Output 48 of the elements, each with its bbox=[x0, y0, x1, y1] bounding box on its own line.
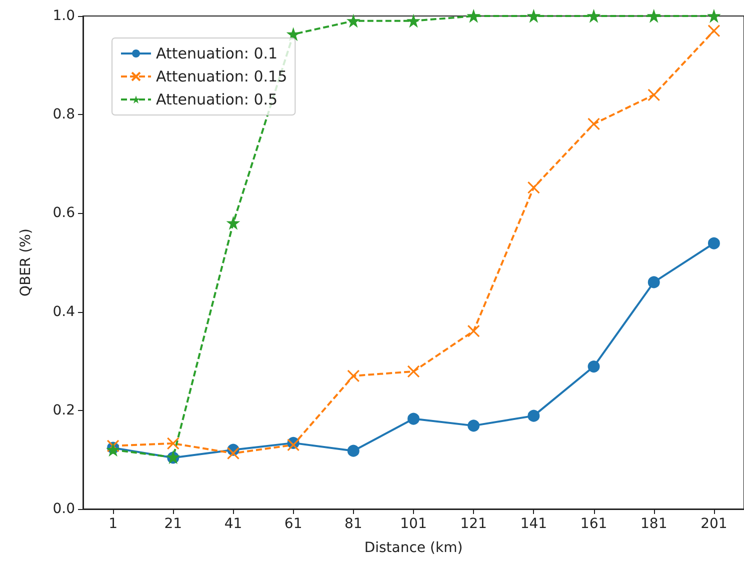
point bbox=[708, 237, 720, 250]
x-tick-label: 101 bbox=[400, 516, 427, 532]
legend-label: Attenuation: 0.1 bbox=[156, 44, 278, 62]
point bbox=[467, 324, 480, 338]
point bbox=[708, 24, 720, 38]
x-tick-label: 181 bbox=[640, 516, 668, 532]
y-tick-label: 1.0 bbox=[52, 8, 75, 24]
point bbox=[347, 370, 360, 382]
point bbox=[408, 412, 420, 425]
point bbox=[527, 181, 540, 194]
x-tick-label: 201 bbox=[700, 516, 728, 532]
point bbox=[468, 420, 480, 432]
point bbox=[648, 276, 660, 288]
x-tick-label: 141 bbox=[520, 516, 548, 532]
point bbox=[648, 88, 660, 102]
x-tick-label: 1 bbox=[108, 516, 118, 532]
x-tick-label: 61 bbox=[284, 516, 302, 532]
point bbox=[347, 444, 360, 457]
x-tick-label: 41 bbox=[224, 516, 242, 532]
point bbox=[468, 10, 480, 22]
point bbox=[287, 28, 300, 40]
legend-label: Attenuation: 0.5 bbox=[156, 90, 278, 108]
x-axis-title: Distance (km) bbox=[364, 540, 463, 556]
point bbox=[166, 437, 180, 450]
point bbox=[588, 10, 600, 22]
point bbox=[287, 438, 300, 452]
y-tick-label: 0.6 bbox=[52, 205, 76, 222]
point bbox=[588, 360, 600, 373]
legend-label: Attenuation: 0.15 bbox=[156, 68, 288, 86]
y-tick-label: 0.4 bbox=[52, 304, 76, 320]
point bbox=[407, 365, 420, 378]
point bbox=[648, 10, 660, 22]
x-tick-label: 161 bbox=[580, 516, 608, 532]
point bbox=[226, 446, 240, 460]
y-axis-title: QBER (%) bbox=[18, 228, 34, 296]
point bbox=[408, 14, 420, 27]
x-tick-label: 21 bbox=[164, 516, 182, 532]
y-tick-label: 0.0 bbox=[52, 501, 75, 517]
x-tick-label: 81 bbox=[344, 516, 362, 532]
point bbox=[708, 10, 720, 22]
y-tick-label: 0.2 bbox=[52, 402, 75, 418]
y-tick-label: 0.8 bbox=[52, 106, 75, 123]
x-tick-label: 121 bbox=[460, 516, 487, 532]
point bbox=[347, 14, 360, 27]
point bbox=[528, 10, 540, 22]
point bbox=[227, 217, 240, 230]
point bbox=[528, 410, 540, 422]
point bbox=[587, 118, 600, 130]
